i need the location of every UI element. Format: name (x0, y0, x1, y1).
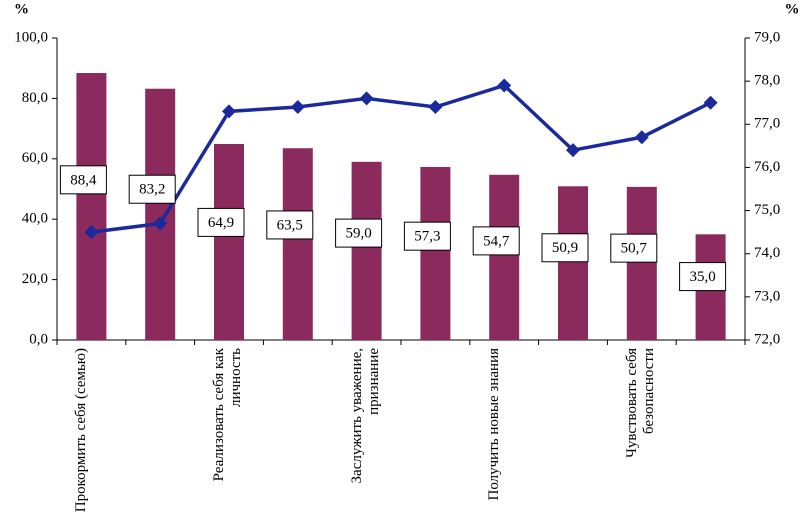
line-marker (428, 100, 443, 115)
y-tick-label: 0,0 (29, 331, 48, 347)
bar (351, 161, 382, 340)
value-label-box (679, 262, 727, 292)
value-label: 63,5 (277, 217, 303, 233)
value-label-box (403, 221, 451, 251)
y-tick-label: 60,0 (22, 150, 48, 166)
value-label-box (266, 210, 314, 240)
line-marker (359, 91, 374, 106)
line-marker (222, 104, 236, 119)
line-marker (634, 130, 649, 145)
y2-tick-label: 79,0 (754, 29, 780, 45)
value-label-box (610, 233, 658, 263)
y-tick-label: 40,0 (22, 211, 48, 227)
y2-axis-label: % (785, 1, 800, 17)
y2-tick-label: 77,0 (754, 116, 780, 132)
bar (76, 73, 107, 341)
y-tick-label: 20,0 (22, 271, 48, 287)
value-label: 59,0 (345, 226, 371, 242)
x-tick-label: Получить новые знания (486, 348, 503, 501)
y2-tick-label: 76,0 (754, 159, 780, 175)
y2-tick-label: 75,0 (754, 202, 780, 218)
value-label: 64,9 (208, 215, 234, 231)
x-tick-label: Заслужить уважение, признание (348, 348, 382, 484)
value-label: 50,9 (552, 240, 578, 256)
value-label: 88,4 (70, 172, 97, 188)
y2-tick-label: 72,0 (754, 331, 780, 347)
value-label: 50,7 (621, 241, 648, 257)
bar (214, 144, 244, 340)
line-marker (703, 95, 718, 110)
line-marker (290, 100, 305, 115)
line-marker (84, 225, 99, 240)
value-label: 83,2 (139, 182, 165, 198)
y2-tick-label: 73,0 (754, 288, 780, 304)
line-marker (153, 216, 168, 231)
value-label-box (541, 233, 589, 263)
bar (145, 88, 176, 341)
y2-tick-label: 74,0 (754, 245, 780, 261)
value-label: 57,3 (414, 229, 440, 245)
x-tick-label: Прокормить себя (семью) (73, 348, 90, 513)
line (91, 83, 712, 234)
bar (489, 174, 520, 340)
bar (626, 186, 657, 340)
line-marker (497, 78, 512, 93)
value-label: 54,7 (483, 233, 510, 249)
y2-tick-label: 78,0 (754, 73, 780, 89)
bar (420, 166, 451, 340)
value-label-box (335, 218, 383, 248)
bar (558, 186, 588, 340)
line-marker (566, 143, 580, 158)
y-tick-label: 80,0 (22, 90, 48, 106)
value-label-box (472, 226, 520, 256)
bar (282, 148, 313, 340)
value-label-box (197, 207, 245, 237)
x-tick-label: Чувствовать себя безопасности (623, 348, 657, 458)
value-label-box (128, 174, 176, 204)
x-tick-label: Реализовать себя как личность (211, 348, 244, 482)
value-label: 35,0 (689, 269, 715, 285)
value-label-box (59, 165, 107, 195)
y-tick-label: 100,0 (14, 29, 48, 45)
y-axis-label: % (14, 1, 29, 17)
